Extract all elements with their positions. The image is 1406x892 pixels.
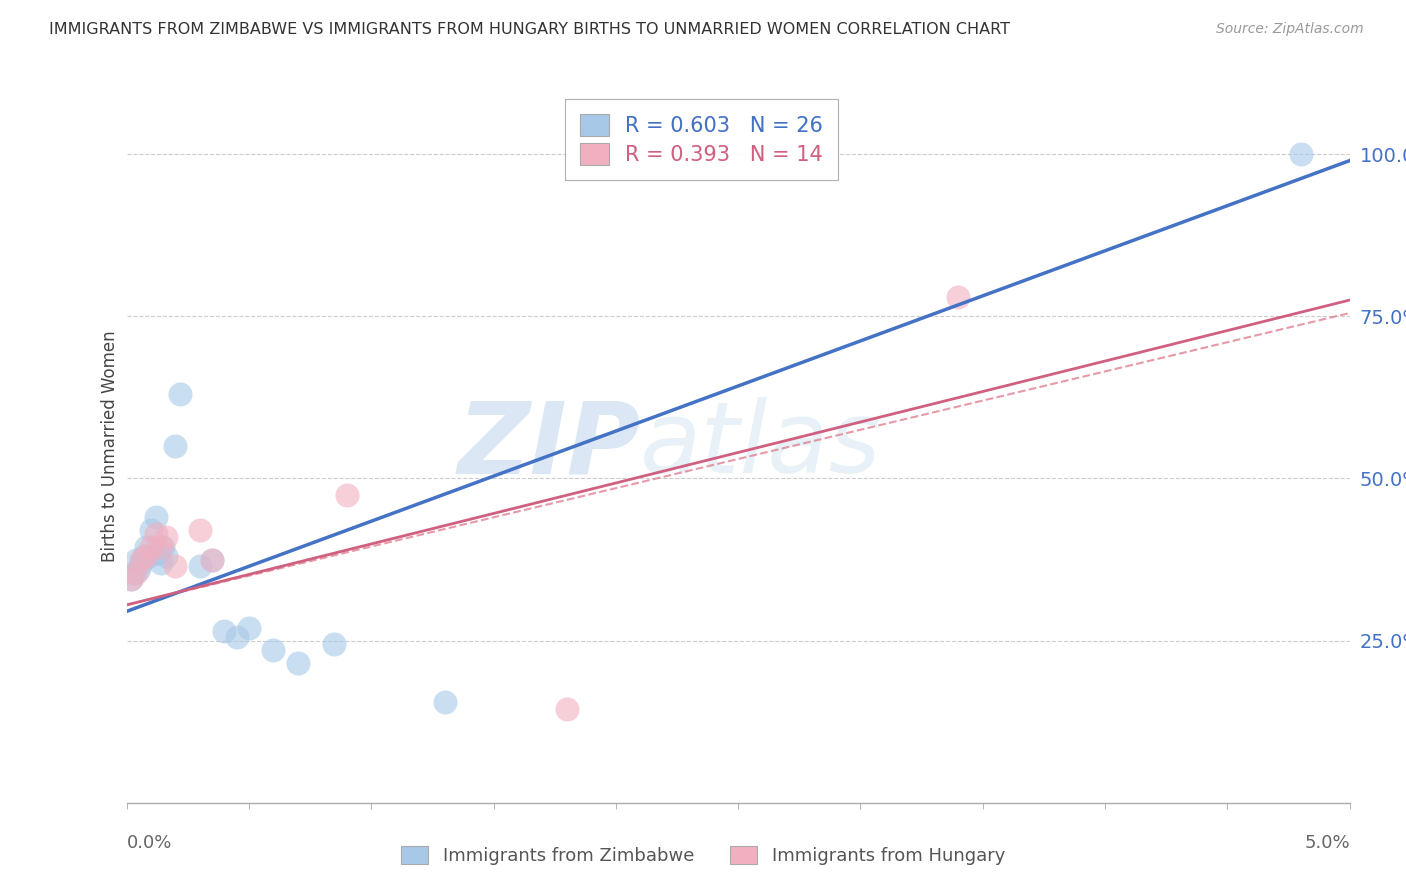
Point [125,566,148,580]
Point [323,637,346,651]
Point [262,643,284,657]
Point [225,631,247,645]
Point [1289,147,1312,161]
Text: 5.0%: 5.0% [1305,834,1350,852]
Point [138,549,160,564]
Point [155,549,177,564]
Point [336,488,359,502]
Point [139,524,162,538]
Point [188,524,211,538]
Point [145,526,167,541]
Point [129,552,152,566]
Legend: Immigrants from Zimbabwe, Immigrants from Hungary: Immigrants from Zimbabwe, Immigrants fro… [392,837,1014,874]
Point [165,559,187,574]
Point [948,290,970,304]
Point [135,540,157,554]
Point [201,552,224,566]
Point [188,559,211,574]
Point [139,540,162,554]
Text: 0.0%: 0.0% [127,834,172,852]
Point [169,387,191,401]
Point [433,695,456,709]
Y-axis label: Births to Unmarried Women: Births to Unmarried Women [101,330,120,562]
Point [145,510,167,524]
Point [555,702,578,716]
Point [238,621,260,635]
Point [135,549,157,564]
Point [120,572,142,586]
Point [155,530,177,544]
Point [152,540,174,554]
Text: ZIP: ZIP [457,398,640,494]
Legend: R = 0.603   N = 26, R = 0.393   N = 14: R = 0.603 N = 26, R = 0.393 N = 14 [565,99,838,180]
Text: Source: ZipAtlas.com: Source: ZipAtlas.com [1216,22,1364,37]
Point [214,624,236,638]
Point [132,549,155,564]
Point [149,556,172,570]
Point [201,552,224,566]
Text: atlas: atlas [640,398,882,494]
Point [129,556,152,570]
Point [148,546,170,560]
Point [125,552,148,566]
Point [165,439,187,453]
Point [287,657,309,671]
Point [120,572,142,586]
Text: IMMIGRANTS FROM ZIMBABWE VS IMMIGRANTS FROM HUNGARY BIRTHS TO UNMARRIED WOMEN CO: IMMIGRANTS FROM ZIMBABWE VS IMMIGRANTS F… [49,22,1010,37]
Point [149,540,172,554]
Point [128,562,150,576]
Point [122,566,145,580]
